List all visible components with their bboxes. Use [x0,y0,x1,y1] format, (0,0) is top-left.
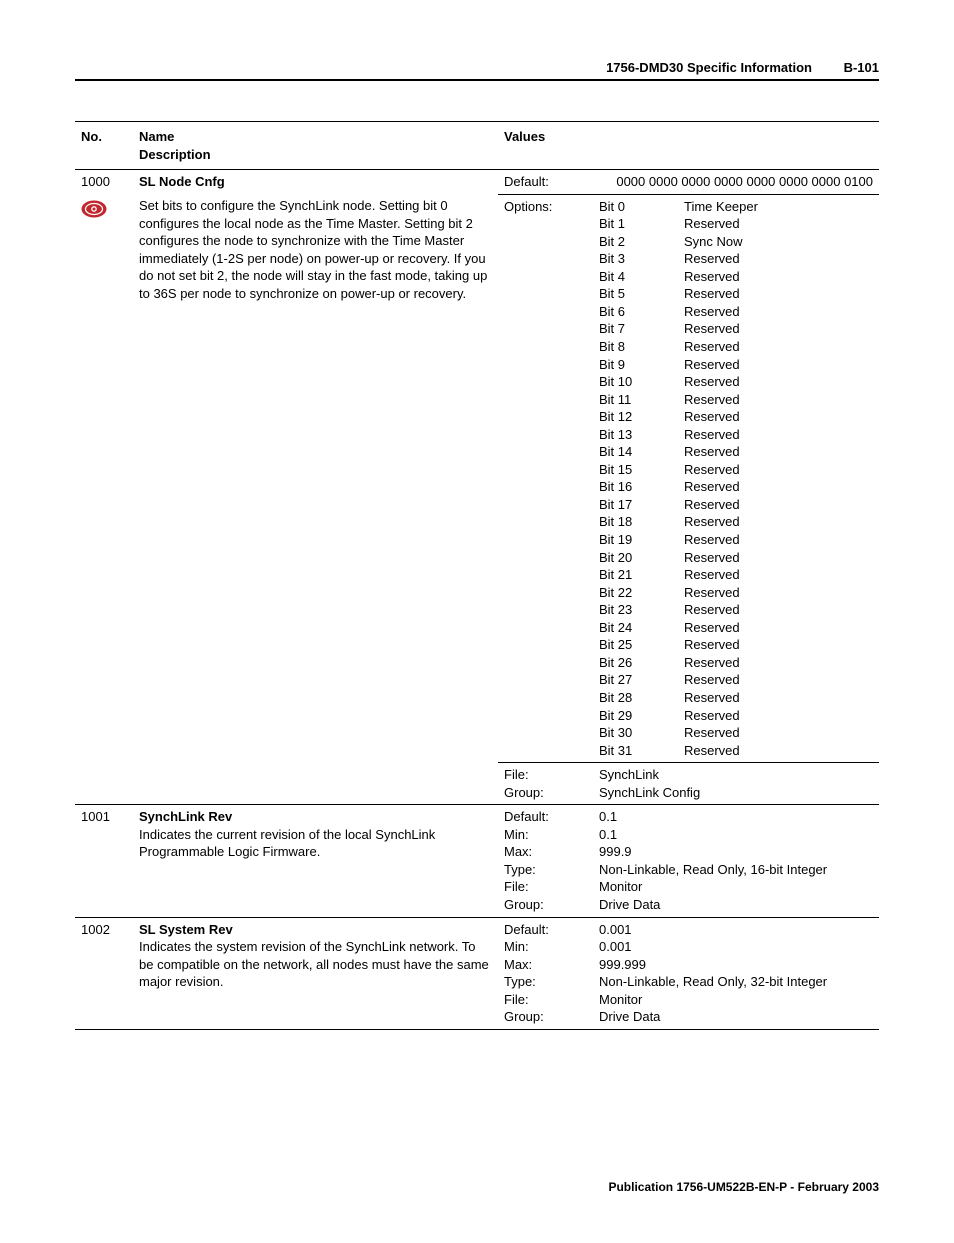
group-label: Group: [504,784,587,802]
page-footer: Publication 1756-UM522B-EN-P - February … [75,1180,879,1194]
default-label: Default: [498,170,593,195]
param-desc-1002: Indicates the system revision of the Syn… [139,938,492,991]
param-desc-1001: Indicates the current revision of the lo… [139,826,492,861]
eye-icon [81,200,107,218]
param-1001: SynchLink Rev Indicates the current revi… [133,805,498,917]
vals-1001: 0.10.1999.9Non-Linkable, Read Only, 16-b… [593,805,879,917]
eye-icon-cell [75,194,133,672]
param-no-1002: 1002 [75,917,133,1029]
th-name-label: Name [139,128,492,146]
file-group-labels: File: Group: [498,763,593,805]
bits-column: Bit 0Bit 1Bit 2Bit 3Bit 4Bit 5Bit 6Bit 7… [593,194,678,763]
default-value: 0000 0000 0000 0000 0000 0000 0000 0100 [593,170,879,195]
header-title: 1756-DMD30 Specific Information [606,60,812,75]
param-name-1000: SL Node Cnfg [133,170,498,195]
file-group-values: SynchLink SynchLink Config [593,763,879,805]
file-label: File: [504,766,587,784]
param-name-1001: SynchLink Rev [139,808,492,826]
param-name-1002: SL System Rev [139,921,492,939]
parameter-table: No. Name Description Values 1000 SL Node… [75,121,879,1030]
file-value: SynchLink [599,766,873,784]
vals-1002: 0.0010.001999.999Non-Linkable, Read Only… [593,917,879,1029]
th-name: Name Description [133,122,498,170]
labels-1002: Default:Min:Max:Type:File:Group: [498,917,593,1029]
header-page: B-101 [844,60,879,75]
param-no-1000: 1000 [75,170,133,195]
labels-1001: Default:Min:Max:Type:File:Group: [498,805,593,917]
param-desc-1000: Set bits to configure the SynchLink node… [133,194,498,763]
page-header: 1756-DMD30 Specific Information B-101 [75,60,879,81]
th-values: Values [498,122,879,170]
param-1002: SL System Rev Indicates the system revis… [133,917,498,1029]
options-label: Options: [498,194,593,763]
bitvals-column: Time KeeperReservedSync NowReservedReser… [678,194,879,763]
th-desc-label: Description [139,146,492,164]
param-no-1001: 1001 [75,805,133,917]
group-value: SynchLink Config [599,784,873,802]
th-no: No. [75,122,133,170]
